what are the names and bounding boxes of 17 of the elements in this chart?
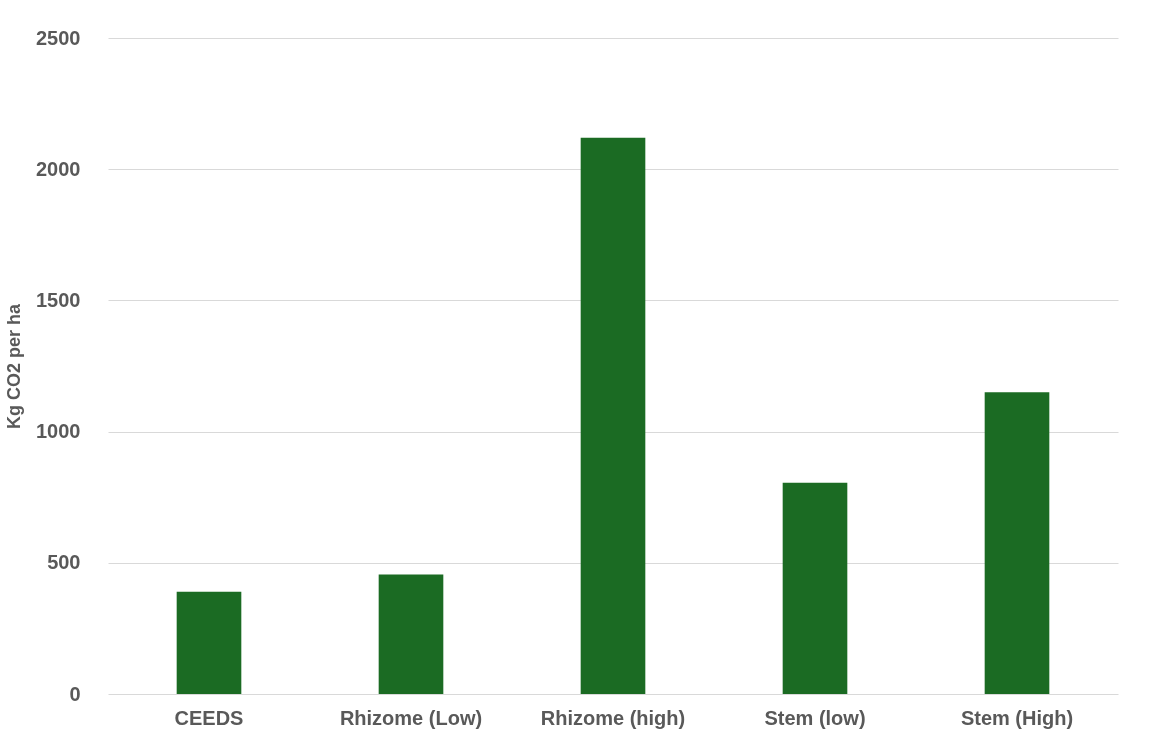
x-tick-label: CEEDS	[174, 706, 244, 729]
x-tick-label: Rhizome (Low)	[339, 706, 483, 729]
bar	[176, 591, 242, 694]
bar	[580, 137, 646, 694]
y-tick-label: 1000	[36, 420, 81, 443]
x-tick-label: Rhizome (high)	[540, 706, 686, 729]
y-tick-label: 2500	[36, 26, 81, 49]
x-tick-label: Stem (High)	[960, 706, 1074, 729]
y-axis-title: Kg CO2 per ha	[4, 303, 25, 430]
y-tick-label: 0	[69, 682, 81, 705]
y-tick-label: 500	[47, 551, 81, 574]
bar	[378, 574, 444, 694]
x-tick-label: Stem (low)	[764, 706, 866, 729]
bar	[984, 392, 1050, 694]
bar	[782, 482, 848, 694]
y-tick-label: 1500	[36, 288, 81, 311]
y-tick-label: 2000	[36, 157, 81, 180]
